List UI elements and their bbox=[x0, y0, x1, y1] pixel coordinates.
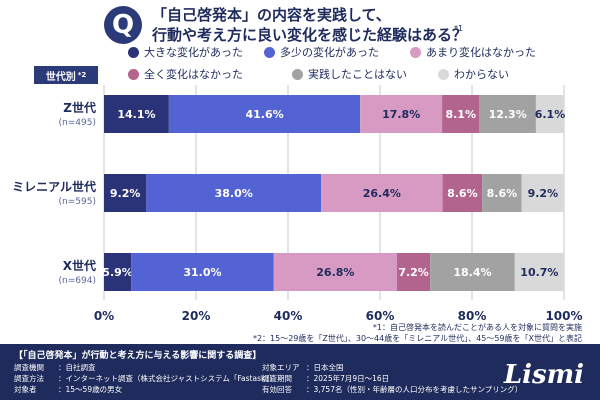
x-tick-label-1: 20% bbox=[182, 309, 211, 323]
survey-footer: 【「自己啓発本」が行動と考え方に与える影響に関する調査】 調査機関 ：自社調査 調… bbox=[0, 344, 600, 400]
data-label-0-0: 14.1% bbox=[117, 108, 155, 121]
bar-segment-0-5 bbox=[535, 95, 564, 133]
bar-segment-0-0 bbox=[104, 95, 169, 133]
legend-item-5: わからない bbox=[438, 66, 509, 82]
footer-title: 【「自己啓発本」が行動と考え方に与える影響に関する調査】 bbox=[14, 351, 262, 361]
question-title-line2: 行動や考え方に良い変化を感じた経験はある？ bbox=[152, 26, 468, 44]
footer-right-row-2: 有効回答 ：3,757名（性別・年齢層の人口分布を考慮したサンプリング） bbox=[262, 385, 523, 394]
x-tick-label-0: 0% bbox=[94, 309, 114, 323]
bar-segment-2-4 bbox=[430, 253, 515, 291]
legend-item-1: 多少の変化があった bbox=[264, 44, 379, 60]
data-label-0-3: 8.1% bbox=[445, 108, 476, 121]
note-1: *1：自己啓発本を読んだことがある人を対象に質問を実施 bbox=[372, 323, 582, 332]
bar-segment-2-5 bbox=[514, 253, 564, 291]
x-tick-label-2: 40% bbox=[274, 309, 303, 323]
question-title-line1: 「自己啓発本」の内容を実践して、 bbox=[152, 6, 391, 24]
data-label-2-4: 18.4% bbox=[453, 266, 491, 279]
data-label-2-1: 31.0% bbox=[183, 266, 221, 279]
bar-segment-2-3 bbox=[397, 253, 431, 291]
bar-segment-1-5 bbox=[521, 174, 564, 212]
category-n-1: (n=595) bbox=[59, 197, 96, 207]
legend-item-0: 大きな変化があった bbox=[128, 44, 243, 60]
legend-swatch-5 bbox=[438, 68, 449, 80]
bar-segment-2-1 bbox=[131, 253, 274, 291]
bar-segment-1-1 bbox=[146, 174, 322, 212]
x-tick-label-5: 100% bbox=[545, 309, 582, 323]
question-icon: Q bbox=[104, 6, 142, 44]
bar-segment-0-4 bbox=[479, 95, 536, 133]
data-label-1-3: 8.6% bbox=[447, 187, 478, 200]
data-label-1-4: 8.6% bbox=[487, 187, 518, 200]
footer-right-row-1: 調査期間 ：2025年7月9日〜16日 bbox=[262, 374, 390, 383]
x-tick-label-4: 80% bbox=[458, 309, 487, 323]
category-n-0: (n=495) bbox=[59, 118, 96, 128]
lismi-logo: Lismi bbox=[503, 360, 584, 390]
footer-left-row-2: 対象者 ：15〜59歳の男女 bbox=[14, 385, 123, 394]
bar-segment-1-0 bbox=[104, 174, 147, 212]
data-label-2-2: 26.8% bbox=[316, 266, 354, 279]
bar-segment-1-3 bbox=[442, 174, 483, 212]
data-label-2-3: 7.2% bbox=[398, 266, 429, 279]
bar-segment-2-2 bbox=[273, 253, 398, 291]
footer-left-row-0: 調査機関 ：自社調査 bbox=[14, 363, 96, 372]
bar-segment-1-4 bbox=[482, 174, 522, 212]
legend-swatch-4 bbox=[292, 68, 303, 80]
legend-item-4: 実践したことはない bbox=[292, 66, 407, 82]
category-label-1: ミレニアル世代 bbox=[12, 179, 96, 194]
legend-item-2: あまり変化はなかった bbox=[410, 44, 536, 60]
x-tick-label-3: 60% bbox=[366, 309, 395, 323]
legend-swatch-0 bbox=[128, 46, 139, 58]
data-label-0-4: 12.3% bbox=[489, 108, 527, 121]
bar-segment-0-1 bbox=[168, 95, 361, 133]
category-label-2: X世代 bbox=[63, 258, 96, 273]
data-label-0-1: 41.6% bbox=[245, 108, 283, 121]
data-label-1-2: 26.4% bbox=[363, 187, 401, 200]
generation-label: 世代別 *2 bbox=[34, 66, 98, 84]
bar-segment-0-3 bbox=[442, 95, 480, 133]
footer-left-row-1: 調査方法 ：インターネット調査（株式会社ジャストシステム「Fastask」） bbox=[14, 374, 277, 383]
question-note-mark: *1 bbox=[454, 24, 464, 33]
data-label-1-1: 38.0% bbox=[215, 187, 253, 200]
bar-segment-0-2 bbox=[360, 95, 443, 133]
data-label-1-5: 9.2% bbox=[528, 187, 559, 200]
legend-swatch-3 bbox=[128, 68, 139, 80]
stacked-bar-chart: 0% 20% 40% 60% 80% 100% Z世代 (n=495) 14.1% 41.6% 17… bbox=[12, 85, 583, 323]
data-label-2-5: 10.7% bbox=[520, 266, 558, 279]
data-label-1-0: 9.2% bbox=[110, 187, 141, 200]
bar-segment-1-2 bbox=[321, 174, 443, 212]
legend-swatch-1 bbox=[264, 46, 275, 58]
category-label-0: Z世代 bbox=[63, 100, 96, 115]
data-label-0-2: 17.8% bbox=[382, 108, 420, 121]
note-2: *2：15〜29歳を「Z世代」、30〜44歳を「ミレニアル世代」、45〜59歳を… bbox=[252, 334, 582, 343]
legend-item-3: 全く変化はなかった bbox=[128, 66, 243, 82]
data-label-2-0: 5.9% bbox=[102, 266, 133, 279]
category-n-2: (n=694) bbox=[59, 276, 96, 286]
legend-swatch-2 bbox=[410, 46, 421, 58]
footer-right-row-0: 対象エリア ：日本全国 bbox=[262, 363, 344, 372]
data-label-0-5: 6.1% bbox=[535, 108, 566, 121]
bar-segment-2-0 bbox=[104, 253, 132, 291]
